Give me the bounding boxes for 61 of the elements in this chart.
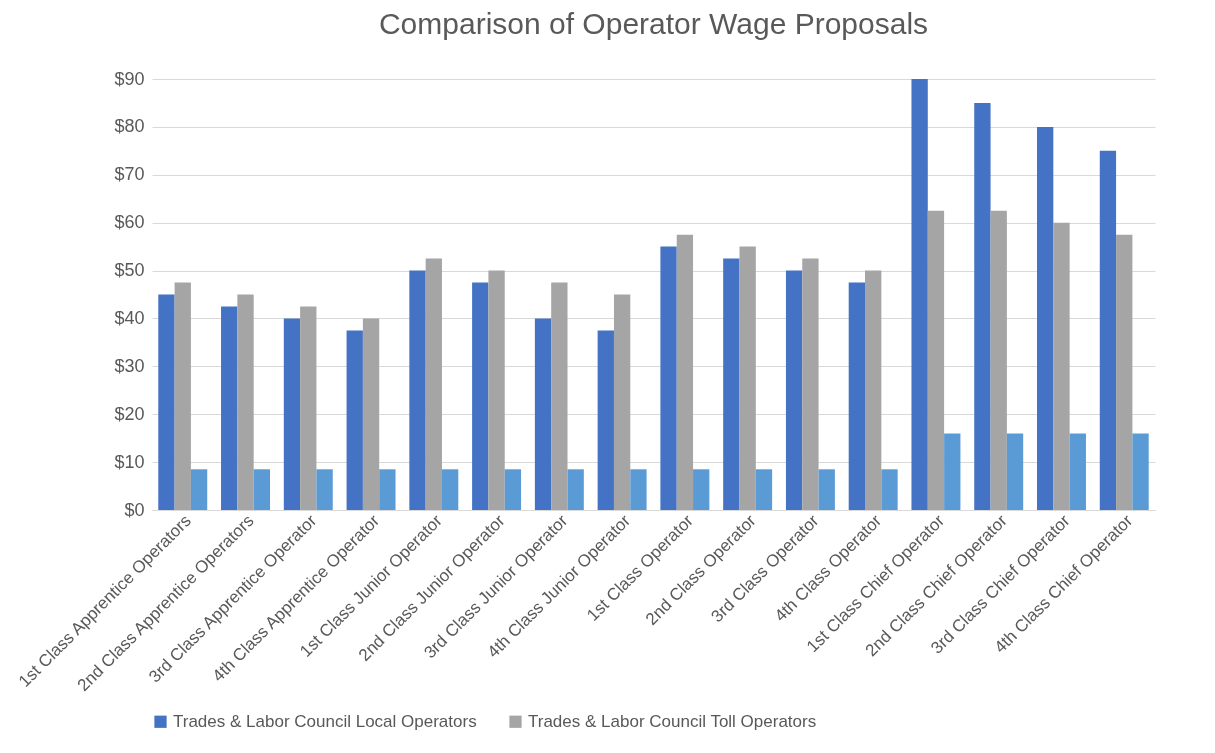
bar bbox=[848, 282, 866, 510]
bar bbox=[283, 318, 301, 510]
bar bbox=[316, 469, 333, 510]
chart-title: Comparison of Operator Wage Proposals bbox=[378, 7, 929, 40]
bar bbox=[990, 210, 1007, 510]
bar bbox=[911, 79, 928, 510]
bar bbox=[158, 294, 175, 510]
y-tick-label: $80 bbox=[114, 116, 145, 137]
bar bbox=[613, 294, 631, 510]
y-tick-label: $30 bbox=[114, 355, 145, 376]
bar bbox=[739, 246, 756, 510]
bar bbox=[362, 318, 380, 510]
bar bbox=[534, 318, 552, 510]
bar bbox=[409, 270, 426, 510]
bar bbox=[630, 469, 647, 510]
bar bbox=[488, 270, 505, 510]
legend-label: Trades & Labor Council Local Operators bbox=[173, 711, 477, 731]
y-tick-label: $0 bbox=[124, 499, 145, 520]
bar bbox=[253, 469, 270, 510]
bar bbox=[881, 469, 898, 510]
bar bbox=[1132, 433, 1149, 510]
bar bbox=[723, 258, 740, 510]
bar bbox=[1116, 234, 1133, 510]
bar bbox=[660, 246, 677, 510]
bar bbox=[441, 469, 459, 510]
bar bbox=[551, 282, 568, 510]
bar bbox=[379, 469, 396, 510]
bar bbox=[802, 258, 819, 510]
y-tick-label: $90 bbox=[114, 68, 145, 89]
bar bbox=[425, 258, 442, 510]
bar bbox=[1099, 150, 1117, 510]
bar bbox=[693, 469, 710, 510]
bar bbox=[1069, 433, 1086, 510]
bar bbox=[174, 282, 191, 510]
bar bbox=[785, 270, 803, 510]
bar bbox=[755, 469, 773, 510]
bar bbox=[974, 102, 991, 510]
bar bbox=[597, 330, 614, 510]
y-tick-label: $10 bbox=[114, 451, 145, 472]
bar bbox=[472, 282, 489, 510]
bar bbox=[944, 433, 961, 510]
bar bbox=[1053, 222, 1070, 510]
bar bbox=[346, 330, 363, 510]
y-tick-label: $40 bbox=[114, 307, 145, 328]
legend-label: Trades & Labor Council Toll Operators bbox=[528, 711, 817, 731]
bar bbox=[237, 294, 254, 510]
bar bbox=[1006, 433, 1024, 510]
bar bbox=[676, 234, 694, 510]
y-tick-label: $50 bbox=[114, 260, 145, 281]
bar bbox=[190, 469, 208, 510]
bar bbox=[221, 306, 238, 510]
bar bbox=[504, 469, 522, 510]
bar bbox=[300, 306, 317, 510]
bar bbox=[818, 469, 835, 510]
y-tick-label: $20 bbox=[114, 403, 145, 424]
y-tick-label: $60 bbox=[114, 212, 145, 233]
bar bbox=[927, 210, 945, 510]
y-tick-label: $70 bbox=[114, 164, 145, 185]
bar bbox=[567, 469, 584, 510]
bar bbox=[1037, 126, 1054, 510]
bar bbox=[865, 270, 882, 510]
